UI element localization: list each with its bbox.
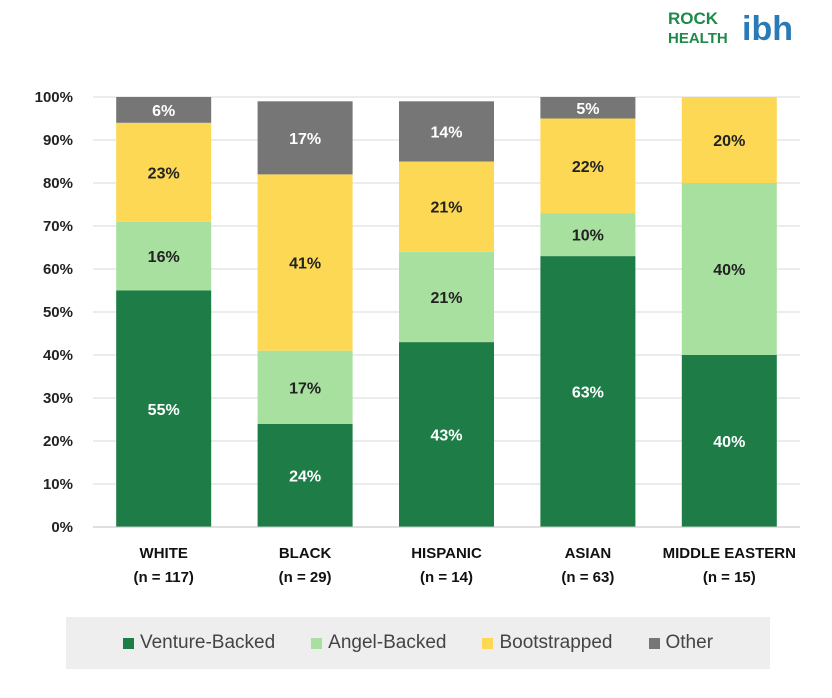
bar-bootstrapped — [116, 122, 212, 222]
legend-item: Angel-Backed — [311, 632, 446, 654]
stacked-bar-chart: 55% 16% 23% 6% 24% 17% 41% 17% 43% 21% 21% 14% 63% 10… — [35, 89, 800, 586]
x-category-label: BLACK — [279, 545, 332, 562]
data-label: 22% — [572, 159, 604, 176]
y-tick-label: 20% — [43, 433, 73, 450]
data-label: 20% — [713, 133, 745, 150]
bar-venture-backed — [399, 342, 494, 527]
legend-swatch — [648, 637, 660, 649]
x-category-sublabel: (n = 117) — [133, 569, 193, 586]
legend-label: Venture-Backed — [139, 632, 276, 653]
legend-label: Other — [665, 632, 714, 653]
data-label: 21% — [430, 200, 462, 217]
bar-other — [257, 101, 353, 175]
data-label: 10% — [572, 228, 604, 245]
bar-other — [399, 101, 494, 162]
bar-other — [540, 97, 636, 119]
bar-venture-backed — [116, 290, 212, 527]
x-category-label: MIDDLE EASTERN — [663, 545, 796, 562]
legend-item: Bootstrapped — [482, 632, 613, 654]
data-labels: 55% 16% 23% 6% 24% 17% 41% 17% 43% 21% 21% 14% 63% 10… — [148, 101, 746, 486]
legend-label: Angel-Backed — [328, 632, 447, 653]
bar-venture-backed — [681, 355, 777, 527]
data-label: 17% — [289, 380, 321, 397]
legend-swatch — [122, 637, 134, 649]
bar-angel-backed — [399, 251, 494, 343]
data-label: 6% — [152, 103, 175, 120]
bar-bootstrapped — [257, 174, 353, 351]
data-label: 17% — [289, 131, 321, 148]
data-label: 24% — [289, 468, 321, 485]
x-category-label: ASIAN — [565, 545, 612, 562]
logo-rock-text: ROCK — [668, 9, 719, 28]
data-label: 23% — [148, 165, 180, 182]
bar-angel-backed — [540, 213, 636, 257]
data-label: 43% — [430, 428, 462, 445]
y-tick-label: 50% — [43, 304, 73, 321]
data-label: 5% — [576, 101, 599, 118]
y-tick-label: 0% — [51, 519, 73, 536]
bar-bootstrapped — [399, 161, 494, 252]
legend-swatch — [482, 637, 494, 649]
y-tick-label: 80% — [43, 175, 73, 192]
legend-swatch — [311, 637, 323, 649]
y-tick-label: 30% — [43, 390, 73, 407]
y-tick-label: 10% — [43, 476, 73, 493]
bars — [116, 97, 777, 527]
y-tick-label: 60% — [43, 261, 73, 278]
x-category-label: WHITE — [140, 545, 188, 562]
y-tick-label: 40% — [43, 347, 73, 364]
legend-label: Bootstrapped — [499, 632, 613, 653]
y-tick-label: 100% — [35, 89, 73, 106]
legend-item: Venture-Backed — [122, 632, 276, 654]
bar-venture-backed — [257, 423, 353, 527]
data-label: 55% — [148, 402, 180, 419]
bar-venture-backed — [540, 256, 636, 527]
y-tick-label: 70% — [43, 218, 73, 235]
data-label: 63% — [572, 385, 604, 402]
data-label: 40% — [713, 434, 745, 451]
logo-health-text: HEALTH — [668, 30, 728, 46]
x-category-sublabel: (n = 14) — [420, 569, 473, 586]
bar-other — [116, 97, 212, 123]
bar-angel-backed — [116, 221, 212, 291]
rock-health-ibh-logo: ROCK HEALTH ibh — [668, 9, 793, 46]
axes: 0% 10% 20% 30% 40% 50% 60% 70% 80% 90% 100% WHITE (n… — [35, 89, 800, 586]
bar-bootstrapped — [681, 97, 777, 183]
data-label: 41% — [289, 256, 321, 273]
bar-bootstrapped — [540, 118, 636, 214]
logo-ibh-mark: ibh — [742, 10, 793, 46]
data-label: 40% — [713, 262, 745, 279]
bar-angel-backed — [257, 350, 353, 424]
x-category-sublabel: (n = 29) — [279, 569, 332, 586]
x-category-label: HISPANIC — [411, 545, 482, 562]
bar-angel-backed — [681, 183, 777, 355]
legend-item: Other — [648, 632, 714, 654]
legend: Venture-Backed Angel-Backed Bootstrapped Ot… — [66, 617, 770, 669]
y-tick-label: 90% — [43, 132, 73, 149]
data-label: 16% — [148, 249, 180, 266]
data-label: 21% — [430, 290, 462, 307]
x-category-sublabel: (n = 15) — [703, 569, 756, 586]
x-category-sublabel: (n = 63) — [561, 569, 614, 586]
data-label: 14% — [430, 124, 462, 141]
